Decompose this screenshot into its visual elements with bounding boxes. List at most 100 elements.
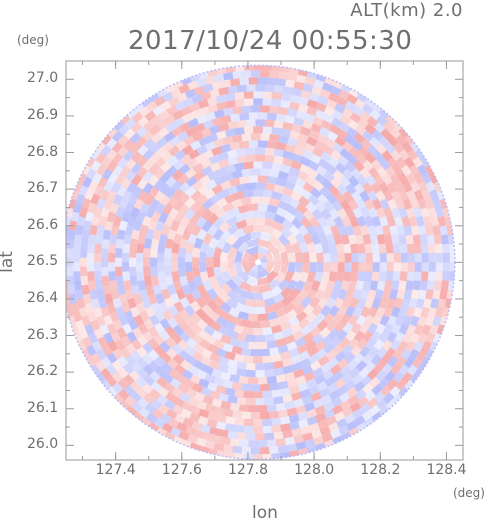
- radar-cell: [215, 130, 227, 140]
- radar-cell: [121, 302, 131, 314]
- radar-cell: [195, 308, 208, 320]
- radar-cell: [350, 345, 363, 357]
- radar-cell: [328, 389, 341, 401]
- radar-cell: [449, 253, 455, 263]
- radar-cell: [415, 364, 425, 376]
- radar-cell: [409, 372, 420, 383]
- radar-cell: [253, 426, 263, 434]
- radar-cell: [273, 213, 286, 225]
- radar-cell: [372, 252, 380, 263]
- radar-cell: [384, 347, 396, 359]
- radar-cell: [143, 194, 155, 206]
- radar-cell: [429, 189, 439, 201]
- radar-cell: [100, 207, 111, 219]
- radar-cell: [426, 280, 435, 291]
- radar-cell: [398, 234, 407, 245]
- radar-cell: [341, 141, 354, 153]
- radar-cell: [204, 440, 216, 450]
- radar-cell: [264, 333, 275, 342]
- radar-cell: [111, 382, 124, 394]
- radar-cell: [131, 401, 143, 413]
- radar-cell: [125, 342, 137, 355]
- radar-cell: [420, 357, 430, 368]
- radar-cell: [150, 114, 163, 126]
- radar-cell: [117, 378, 129, 390]
- radar-cell: [90, 352, 102, 365]
- radar-cell: [73, 271, 81, 281]
- radar-cell: [110, 288, 120, 300]
- radar-cell: [291, 242, 302, 254]
- radar-cell: [184, 327, 197, 339]
- radar-cell: [260, 262, 268, 270]
- radar-cell: [271, 324, 283, 334]
- radar-cell: [116, 284, 126, 296]
- radar-cell: [432, 198, 442, 210]
- radar-cell: [427, 243, 436, 254]
- radar-cell: [371, 384, 383, 396]
- radar-cell: [107, 127, 118, 139]
- radar-cell: [340, 431, 351, 441]
- radar-cell: [239, 439, 249, 448]
- radar-cell: [255, 370, 266, 378]
- radar-cell: [236, 147, 247, 157]
- radar-cell: [94, 271, 102, 281]
- radar-cell: [145, 206, 156, 219]
- radar-cell: [113, 121, 124, 132]
- radar-cell: [359, 190, 371, 203]
- radar-cell: [176, 92, 188, 103]
- radar-cell: [353, 160, 365, 172]
- radar-cell: [164, 247, 172, 258]
- radar-cell: [286, 108, 298, 118]
- radar-cell: [400, 252, 408, 263]
- radar-cell: [266, 270, 279, 284]
- radar-cell: [207, 212, 219, 225]
- radar-cell: [192, 266, 201, 278]
- radar-cell: [301, 149, 314, 160]
- radar-cell: [86, 252, 95, 263]
- radar-cell: [362, 353, 374, 366]
- radar-cell: [142, 148, 155, 161]
- radar-cell: [340, 280, 350, 292]
- radar-cell: [337, 262, 345, 273]
- radar-cell: [175, 288, 186, 301]
- radar-cell: [400, 164, 412, 177]
- radar-cell: [301, 364, 314, 376]
- radar-cell: [136, 211, 146, 223]
- radar-cell: [378, 135, 390, 148]
- radar-cell: [87, 243, 95, 254]
- radar-cell: [279, 320, 292, 332]
- radar-cell: [137, 115, 150, 128]
- radar-cell: [318, 387, 331, 399]
- radar-cell: [184, 425, 197, 436]
- radar-cell: [238, 340, 249, 349]
- radar-cell: [340, 233, 350, 245]
- radar-cell: [364, 215, 374, 227]
- radar-cell: [310, 391, 322, 402]
- radar-cell: [255, 306, 266, 315]
- radar-cell: [383, 120, 395, 133]
- radar-cell: [273, 85, 284, 94]
- radar-cell: [300, 89, 312, 100]
- radar-cell: [352, 288, 363, 300]
- radar-cell: [427, 206, 437, 218]
- radar-cell: [326, 233, 336, 245]
- radar-cell: [398, 386, 409, 397]
- radar-cell: [409, 180, 421, 193]
- radar-cell: [165, 347, 178, 360]
- radar-cell: [111, 359, 123, 372]
- radar-cell: [273, 120, 284, 129]
- radar-cell: [324, 137, 337, 149]
- radar-cell: [376, 280, 386, 291]
- radar-cell: [112, 348, 124, 360]
- radar-cell: [120, 177, 132, 190]
- radar-cell: [95, 234, 104, 245]
- radar-cell: [147, 349, 160, 361]
- radar-cell: [364, 98, 375, 108]
- radar-cell: [371, 198, 383, 210]
- radar-cell: [245, 269, 258, 280]
- radar-cell: [362, 383, 374, 395]
- radar-cell: [255, 363, 265, 371]
- radar-cell: [364, 271, 373, 282]
- y-tick-label: 26.7: [27, 180, 59, 197]
- radar-cell: [384, 165, 396, 178]
